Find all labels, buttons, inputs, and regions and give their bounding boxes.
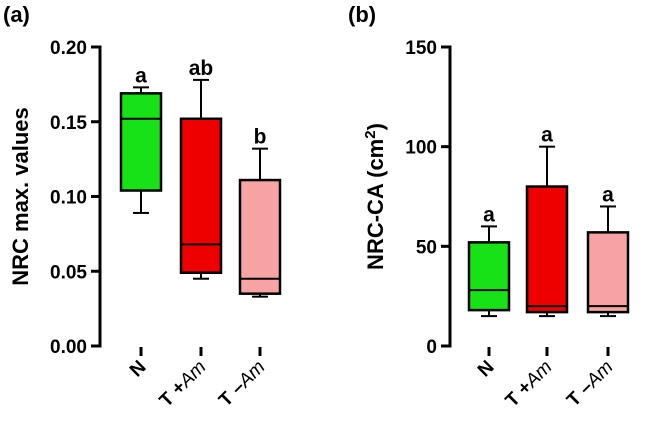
box-2: b [238,126,282,298]
significance-letter: b [254,126,267,149]
box-rect [119,92,163,192]
x-category-label: T +Am [156,357,211,412]
x-category-label: T +Am [502,357,557,412]
significance-letter: a [602,183,614,206]
y-tick-label: 0.20 [50,38,87,59]
significance-letter: a [483,203,495,226]
x-category-label: T –Am [563,357,617,411]
box-rect [467,241,511,312]
box-rect [525,185,569,314]
x-category-label: T –Am [215,357,269,411]
y-tick-label: 0.10 [50,188,87,209]
x-category-label: N [474,357,499,382]
significance-letter: a [541,124,553,147]
y-tick-label: 0 [426,337,437,358]
y-tick-label: 150 [405,38,437,59]
x-category-label: N [126,357,151,382]
y-axis-title: NRC max. values [8,107,33,286]
y-axis-title: NRC-CA (cm2) [362,123,388,270]
panel-label: (a) [3,2,30,27]
panel-label: (b) [348,2,376,27]
y-tick-label: 0.05 [50,262,87,283]
box-0: a [119,64,163,214]
panel-a: (a) 0.00 0.05 0.10 0.15 0.20 NRC max. values a N… [3,2,282,412]
y-tick-label: 0.15 [50,113,87,134]
box-rect [179,117,223,274]
box-2: a [586,183,630,318]
box-1: a [525,124,569,318]
panel-b: (b) 0 50 100 150 NRC-CA (cm2) a Na T +Am a T –Am [348,2,630,412]
box-rect [238,178,282,295]
box-1: ab [179,57,223,280]
box-0: a [467,203,511,318]
y-tick-label: 100 [405,138,437,159]
y-tick-label: 0.00 [50,337,87,358]
y-tick-label: 50 [416,237,437,258]
significance-letter: ab [189,57,214,80]
significance-letter: a [135,64,147,87]
box-rect [586,231,630,314]
